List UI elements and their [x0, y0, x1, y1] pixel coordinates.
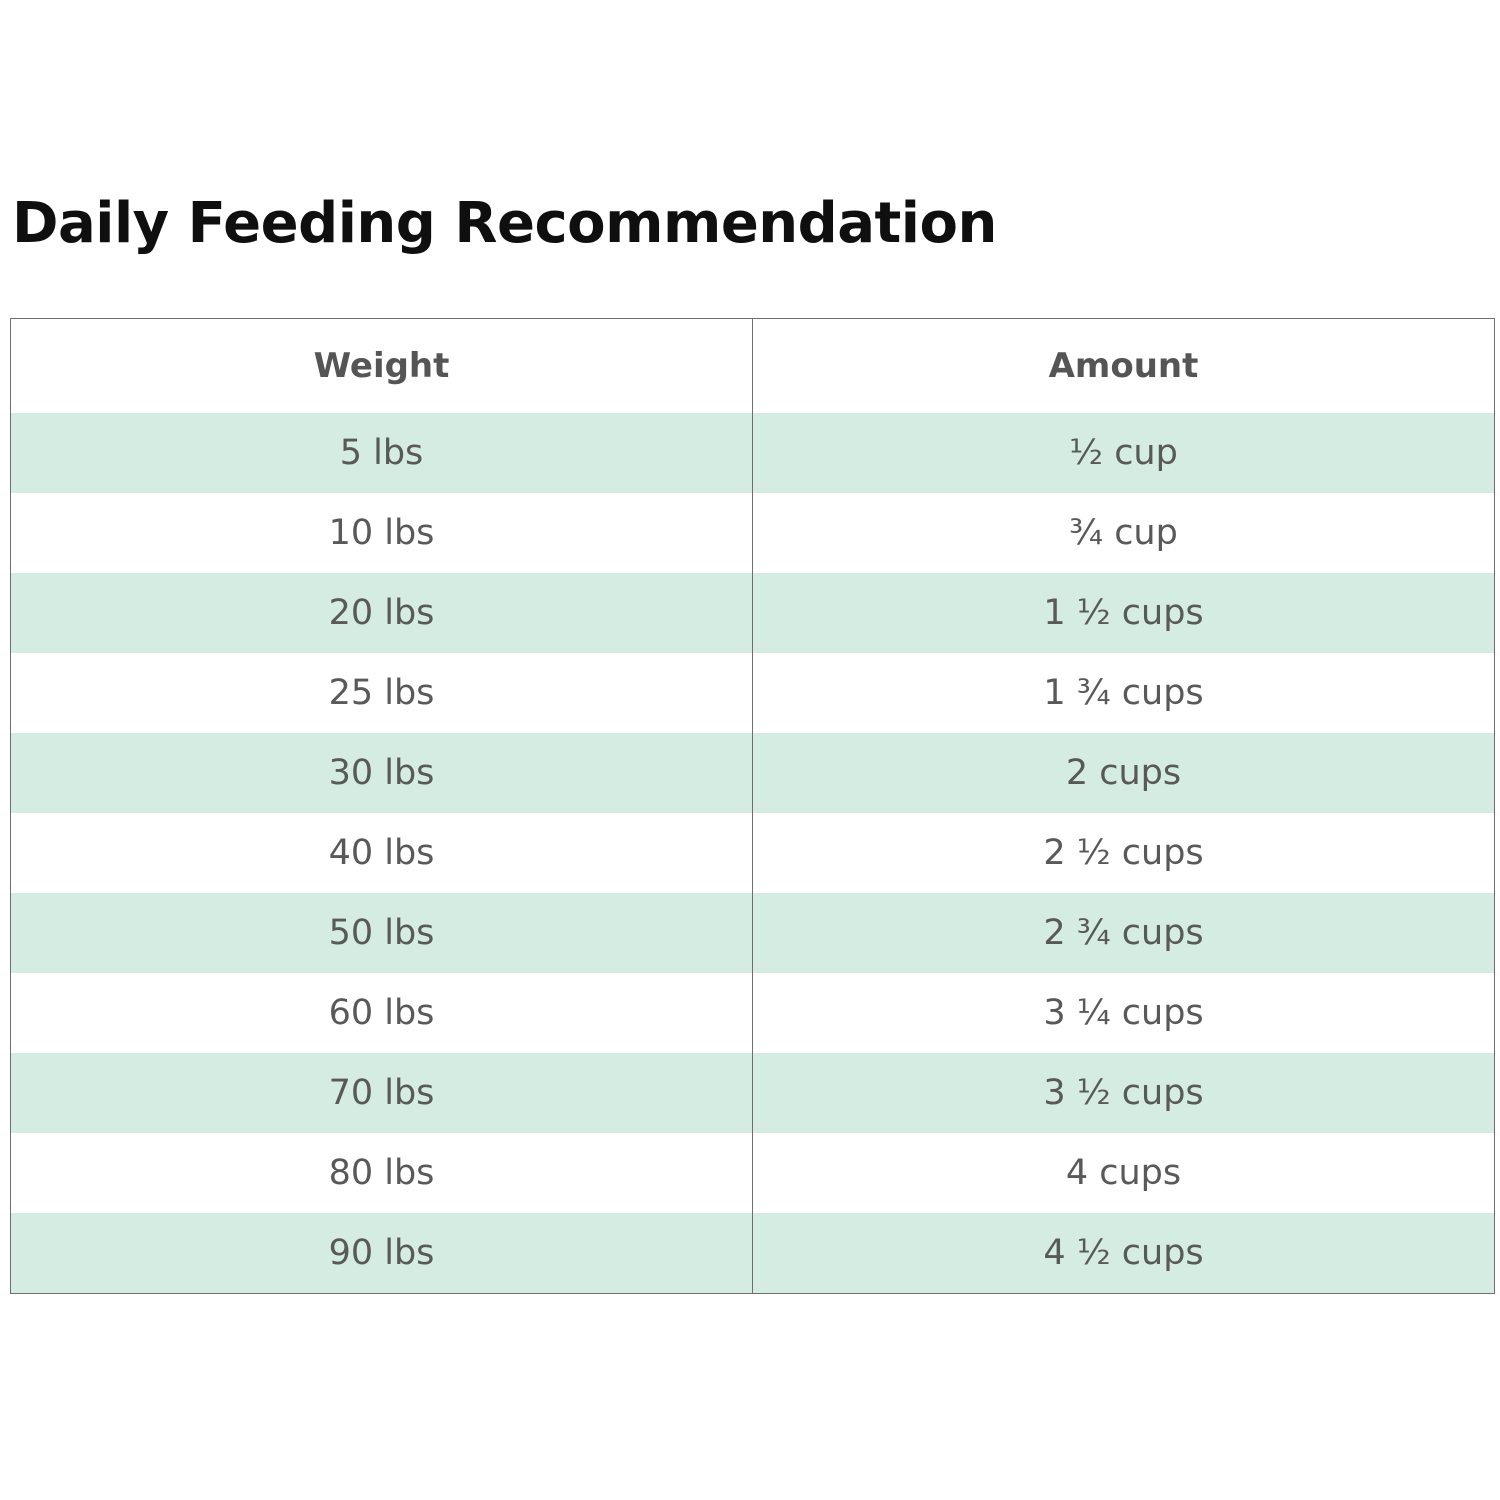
- amount-cell: 3 ¼ cups: [752, 973, 1495, 1053]
- table-row: 80 lbs 4 cups: [10, 1133, 1495, 1213]
- feeding-table: Weight Amount 5 lbs ½ cup 10 lbs ¾ cup 2…: [10, 318, 1495, 1294]
- amount-cell: 3 ½ cups: [752, 1053, 1495, 1133]
- table-row: 10 lbs ¾ cup: [10, 493, 1495, 573]
- page-title: Daily Feeding Recommendation: [12, 191, 997, 256]
- weight-cell: 25 lbs: [10, 653, 753, 733]
- weight-cell: 5 lbs: [10, 413, 753, 493]
- column-header-weight: Weight: [10, 318, 753, 413]
- table-header: Weight Amount: [10, 318, 1495, 413]
- table-body: 5 lbs ½ cup 10 lbs ¾ cup 20 lbs 1 ½ cups…: [10, 413, 1495, 1294]
- amount-cell: 2 cups: [752, 733, 1495, 813]
- weight-cell: 10 lbs: [10, 493, 753, 573]
- header-row: Weight Amount: [10, 318, 1495, 413]
- table-row: 25 lbs 1 ¾ cups: [10, 653, 1495, 733]
- amount-cell: ¾ cup: [752, 493, 1495, 573]
- weight-cell: 50 lbs: [10, 893, 753, 973]
- amount-cell: 1 ½ cups: [752, 573, 1495, 653]
- weight-cell: 80 lbs: [10, 1133, 753, 1213]
- amount-cell: 2 ¾ cups: [752, 893, 1495, 973]
- weight-cell: 20 lbs: [10, 573, 753, 653]
- amount-cell: ½ cup: [752, 413, 1495, 493]
- table-row: 70 lbs 3 ½ cups: [10, 1053, 1495, 1133]
- column-header-amount: Amount: [752, 318, 1495, 413]
- amount-cell: 4 cups: [752, 1133, 1495, 1213]
- table-row: 90 lbs 4 ½ cups: [10, 1213, 1495, 1294]
- amount-cell: 1 ¾ cups: [752, 653, 1495, 733]
- table-row: 40 lbs 2 ½ cups: [10, 813, 1495, 893]
- table-row: 30 lbs 2 cups: [10, 733, 1495, 813]
- weight-cell: 70 lbs: [10, 1053, 753, 1133]
- table-row: 20 lbs 1 ½ cups: [10, 573, 1495, 653]
- table-row: 60 lbs 3 ¼ cups: [10, 973, 1495, 1053]
- table-row: 50 lbs 2 ¾ cups: [10, 893, 1495, 973]
- table-row: 5 lbs ½ cup: [10, 413, 1495, 493]
- weight-cell: 90 lbs: [10, 1213, 753, 1294]
- weight-cell: 30 lbs: [10, 733, 753, 813]
- amount-cell: 4 ½ cups: [752, 1213, 1495, 1294]
- amount-cell: 2 ½ cups: [752, 813, 1495, 893]
- weight-cell: 40 lbs: [10, 813, 753, 893]
- weight-cell: 60 lbs: [10, 973, 753, 1053]
